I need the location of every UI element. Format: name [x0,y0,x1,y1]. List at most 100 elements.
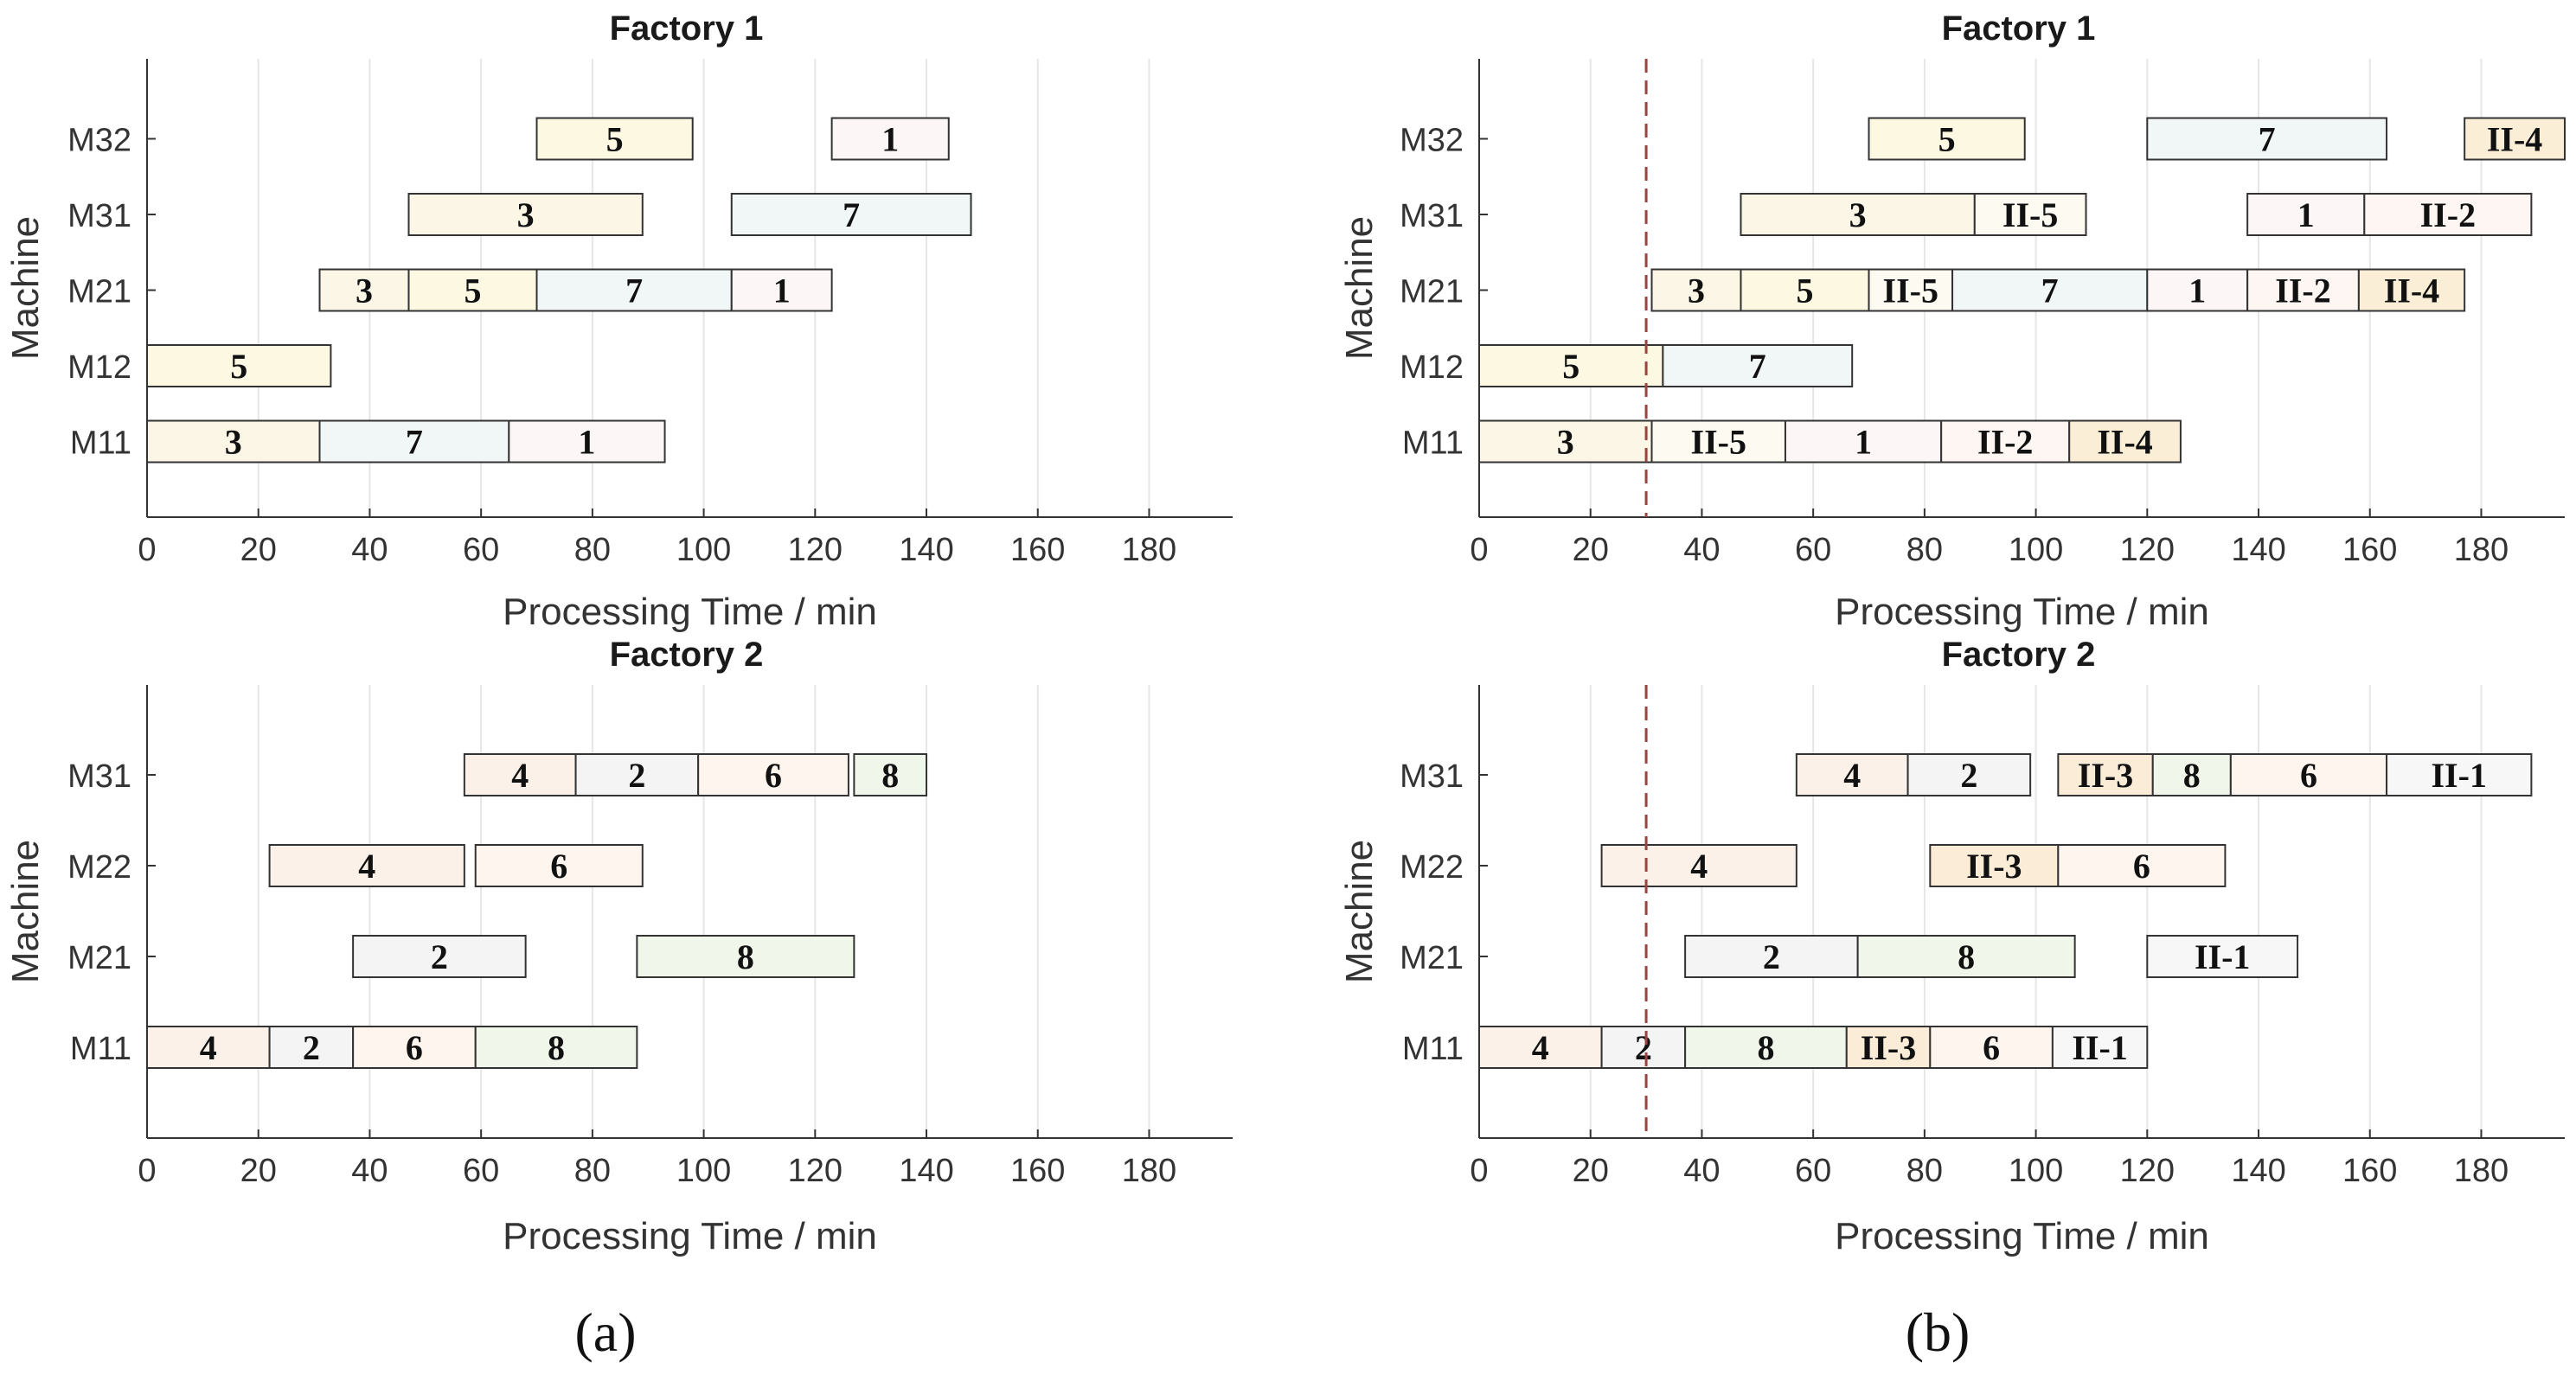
task-bar [1906,753,2032,796]
task-bar [2357,268,2466,312]
chart-a-2: 0 20 40 60 80 100 120 140 160 180 M11 M21 M22 M31 4 2 6 8… [4,636,1233,1257]
task-bar [2057,753,2154,796]
task-bar-label: 6 [406,1028,423,1067]
y-tick-label: M11 [1402,1031,1464,1067]
task-bar [352,935,527,978]
x-tick-label: 140 [2231,532,2285,568]
x-tick-label: 20 [240,532,277,568]
y-tick-label: M31 [1400,198,1464,234]
task-bar-label: 2 [1635,1028,1652,1067]
task-bar [830,117,950,161]
x-tick-label: 160 [2342,1153,2397,1189]
task-bar [1868,117,2026,161]
task-bar-label: II-1 [2195,937,2250,976]
task-bar [1740,268,1870,312]
task-bar-label: II-1 [2072,1028,2127,1067]
task-bar-label: 3 [1688,272,1705,310]
task-bar-label: 5 [606,120,624,159]
x-tick-label: 60 [463,532,499,568]
task-bar-label: 7 [406,423,423,462]
task-bar-label: 2 [1960,756,1977,795]
task-bar-label: 8 [1958,937,1975,976]
y-axis-label: Machine [1338,216,1381,360]
task-bar [1600,844,1797,887]
chart-a-1: 0 20 40 60 80 100 120 140 160 180 M11 M12 M21 M31 M32 3… [4,10,1233,633]
task-bar-label: 7 [843,195,860,234]
x-tick-label: 100 [676,532,731,568]
task-bar-label: II-4 [2384,272,2439,310]
caption-a: (a) [574,1302,636,1363]
y-tick-label: M32 [1400,123,1464,159]
x-tick-label: 160 [1010,532,1065,568]
task-bar-label: II-3 [1966,847,2022,886]
task-bar [146,344,332,387]
task-bar [146,1026,271,1069]
task-bar-label: 2 [1763,937,1780,976]
task-bar-label: II-5 [1691,423,1746,462]
task-bar [2246,193,2366,236]
y-tick-label: M22 [67,849,131,886]
task-bar-label: 1 [1855,423,1872,462]
y-tick-label: M32 [67,123,131,159]
task-bar-label: 8 [548,1028,565,1067]
chart-title: Factory 2 [1942,636,2096,674]
task-bar-label: 4 [358,847,375,886]
task-bar-label: 2 [628,756,645,795]
task-bar [463,753,577,796]
y-tick-label: M21 [67,940,131,976]
y-tick-label: M11 [70,1031,131,1067]
task-bar [318,419,510,464]
task-bar-label: 7 [625,272,643,310]
task-bar-label: 3 [225,423,242,462]
task-bar [474,1026,638,1069]
chart-title: Factory 1 [1942,10,2096,48]
x-axis-label: Processing Time / min [503,591,877,633]
task-bar-label: II-2 [2275,272,2330,310]
task-bar-label: 7 [1749,347,1766,386]
x-tick-label: 60 [463,1153,499,1189]
y-axis-label: Machine [4,840,47,983]
x-tick-label: 80 [574,1153,611,1189]
task-bar [2068,419,2182,464]
task-bar [2057,844,2227,887]
x-tick-label: 180 [1122,1153,1176,1189]
task-bar [1684,935,1859,978]
task-bar [352,1026,477,1069]
task-bar-label: 6 [765,756,782,795]
task-bar-label: 6 [2300,756,2317,795]
task-bar-label: 1 [773,272,791,310]
task-bar [1795,753,1909,796]
task-bar-label: 1 [2188,272,2206,310]
task-bar [730,268,833,312]
task-bar-label: 3 [1849,195,1867,234]
x-tick-label: 140 [899,532,953,568]
task-bar [730,193,972,236]
task-bar [1478,344,1664,387]
task-bar [1600,1026,1687,1069]
x-tick-label: 120 [788,532,843,568]
x-tick-label: 160 [2342,532,2397,568]
x-axis-label: Processing Time / min [1835,1215,2209,1257]
x-tick-label: 20 [1573,532,1609,568]
chart-title: Factory 1 [610,10,764,48]
y-tick-label: M12 [67,349,131,386]
task-bar [2051,1026,2149,1069]
task-bar-label: 5 [1797,272,1814,310]
x-tick-label: 180 [2454,1153,2509,1189]
y-tick-label: M31 [1400,758,1464,795]
task-bar-label: 1 [881,120,899,159]
y-tick-label: M21 [1400,274,1464,310]
task-bar [407,268,538,312]
task-bar [636,935,855,978]
x-tick-label: 80 [574,532,611,568]
task-bar [2386,753,2533,796]
task-bar-label: 5 [1938,120,1956,159]
x-tick-label: 140 [899,1153,953,1189]
task-bar-label: 2 [303,1028,320,1067]
task-bar-label: II-5 [1883,272,1938,310]
task-bar [407,193,644,236]
task-bar-label: 3 [517,195,535,234]
task-bar [268,1026,355,1069]
task-bar [2464,117,2566,161]
